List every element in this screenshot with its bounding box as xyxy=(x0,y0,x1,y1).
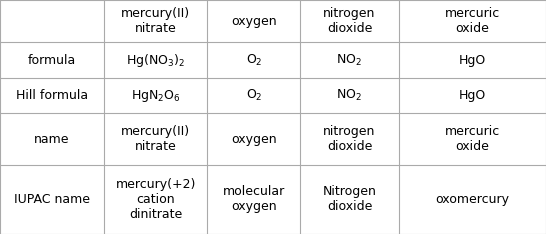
Text: nitrogen
dioxide: nitrogen dioxide xyxy=(323,7,376,35)
Text: $\mathregular{NO_{2}}$: $\mathregular{NO_{2}}$ xyxy=(336,88,363,103)
Text: HgO: HgO xyxy=(459,89,486,102)
Text: $\mathregular{HgN_{2}O_{6}}$: $\mathregular{HgN_{2}O_{6}}$ xyxy=(131,88,180,104)
Text: nitrogen
dioxide: nitrogen dioxide xyxy=(323,125,376,153)
Text: Hill formula: Hill formula xyxy=(16,89,88,102)
Text: oxygen: oxygen xyxy=(231,133,277,146)
Text: name: name xyxy=(34,133,70,146)
Text: IUPAC name: IUPAC name xyxy=(14,193,90,206)
Text: $\mathregular{Hg(NO_{3})_{2}}$: $\mathregular{Hg(NO_{3})_{2}}$ xyxy=(126,52,185,69)
Text: Nitrogen
dioxide: Nitrogen dioxide xyxy=(323,186,376,213)
Text: mercuric
oxide: mercuric oxide xyxy=(444,7,500,35)
Text: $\mathregular{O_{2}}$: $\mathregular{O_{2}}$ xyxy=(246,53,262,68)
Text: $\mathregular{NO_{2}}$: $\mathregular{NO_{2}}$ xyxy=(336,53,363,68)
Text: molecular
oxygen: molecular oxygen xyxy=(223,186,285,213)
Text: mercury(+2)
cation
dinitrate: mercury(+2) cation dinitrate xyxy=(115,178,196,221)
Text: formula: formula xyxy=(28,54,76,67)
Text: oxomercury: oxomercury xyxy=(435,193,509,206)
Text: oxygen: oxygen xyxy=(231,15,277,28)
Text: mercury(II)
nitrate: mercury(II) nitrate xyxy=(121,125,190,153)
Text: HgO: HgO xyxy=(459,54,486,67)
Text: $\mathregular{O_{2}}$: $\mathregular{O_{2}}$ xyxy=(246,88,262,103)
Text: mercuric
oxide: mercuric oxide xyxy=(444,125,500,153)
Text: mercury(II)
nitrate: mercury(II) nitrate xyxy=(121,7,190,35)
